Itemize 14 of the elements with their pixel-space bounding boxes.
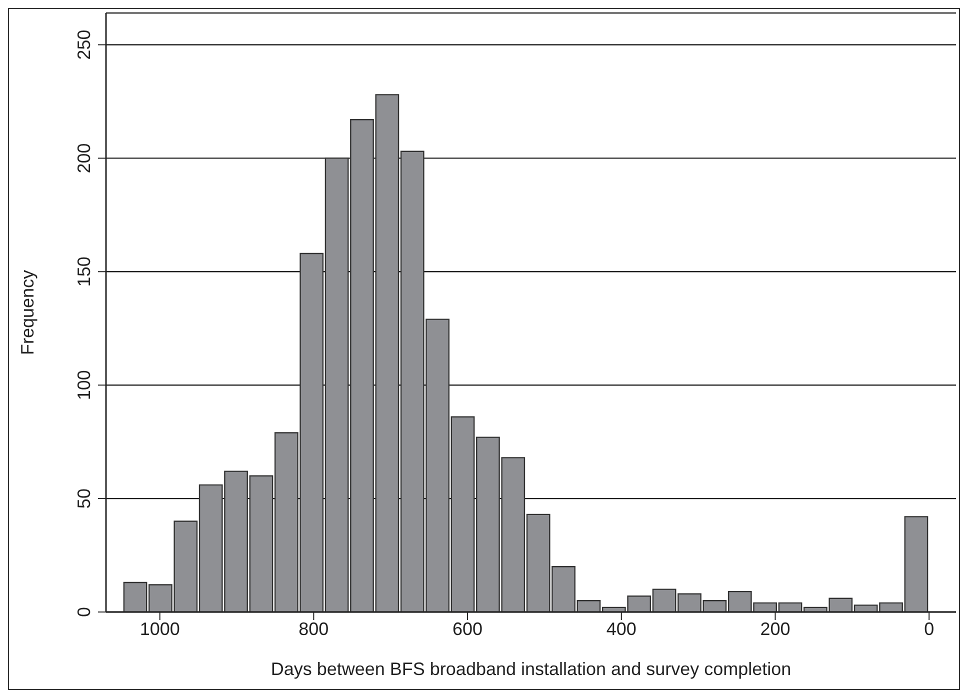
- y-axis-title: Frequency: [17, 270, 38, 356]
- x-axis-title: Days between BFS broadband installation and survey completion: [270, 659, 792, 679]
- x-tick-label: 200: [760, 618, 790, 639]
- x-tick-label: 800: [298, 618, 329, 639]
- y-tick-label: 200: [74, 143, 94, 174]
- y-tick-label: 100: [74, 370, 94, 400]
- x-tick-label: 400: [606, 618, 636, 639]
- y-tick-label: 150: [74, 256, 94, 287]
- y-tick-label: 250: [74, 30, 94, 60]
- x-tick-label: 1000: [140, 618, 180, 639]
- y-tick-label: 0: [74, 606, 94, 618]
- x-tick-label: 0: [924, 618, 934, 639]
- y-tick-label: 50: [74, 488, 94, 509]
- x-tick-label: 600: [452, 618, 483, 639]
